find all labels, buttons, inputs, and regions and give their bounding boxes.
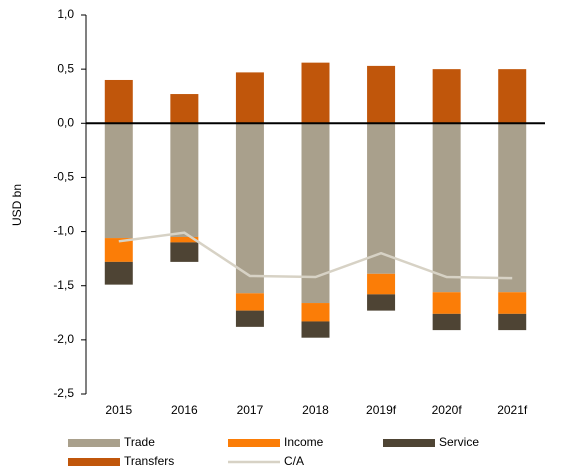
bar — [301, 303, 330, 322]
x-tick-label: 2017 — [237, 403, 264, 417]
bar — [170, 123, 199, 237]
x-tick-label: 2021f — [497, 403, 528, 417]
y-tick-label: 0,0 — [57, 115, 74, 129]
bar — [432, 123, 461, 293]
x-tick-label: 2018 — [302, 403, 329, 417]
bar — [170, 236, 199, 243]
bar — [235, 123, 264, 294]
y-tick-label: -1,0 — [53, 224, 74, 238]
bar — [301, 62, 330, 124]
legend-swatch — [383, 439, 435, 447]
legend-swatch — [68, 439, 120, 447]
y-tick-label: -2,0 — [53, 332, 74, 346]
bar — [432, 313, 461, 331]
bar — [104, 123, 133, 239]
legend-label: Income — [284, 435, 324, 449]
bar — [498, 69, 527, 124]
legend-label: C/A — [284, 454, 304, 468]
y-axis-label: USD bn — [10, 184, 24, 226]
legend-label: Trade — [124, 435, 155, 449]
y-tick-label: 1,0 — [57, 7, 74, 21]
bar — [104, 261, 133, 285]
bar — [367, 273, 396, 295]
y-tick-label: -1,5 — [53, 278, 74, 292]
y-tick-label: -2,5 — [53, 386, 74, 400]
bar — [235, 310, 264, 327]
bar — [367, 65, 396, 124]
legend-label: Service — [439, 435, 479, 449]
bar — [170, 242, 199, 262]
bar — [235, 72, 264, 124]
bar — [432, 69, 461, 124]
bar — [301, 321, 330, 338]
line — [118, 231, 513, 280]
bar — [367, 123, 396, 274]
bar — [235, 293, 264, 311]
bar — [104, 238, 133, 262]
x-tick-label: 2019f — [366, 403, 397, 417]
legend-label: Transfers — [124, 454, 174, 468]
bar — [367, 294, 396, 311]
x-tick-label: 2016 — [171, 403, 198, 417]
y-tick-label: -0,5 — [53, 170, 74, 184]
legend-swatch — [228, 439, 280, 447]
x-tick-label: 2020f — [432, 403, 463, 417]
bar — [498, 123, 527, 293]
x-tick-label: 2015 — [105, 403, 132, 417]
bar — [432, 292, 461, 314]
legend-swatch — [68, 458, 120, 466]
bar — [498, 292, 527, 314]
bar — [498, 313, 527, 331]
y-tick-label: 0,5 — [57, 61, 74, 75]
bar — [170, 94, 199, 124]
bar — [104, 79, 133, 124]
